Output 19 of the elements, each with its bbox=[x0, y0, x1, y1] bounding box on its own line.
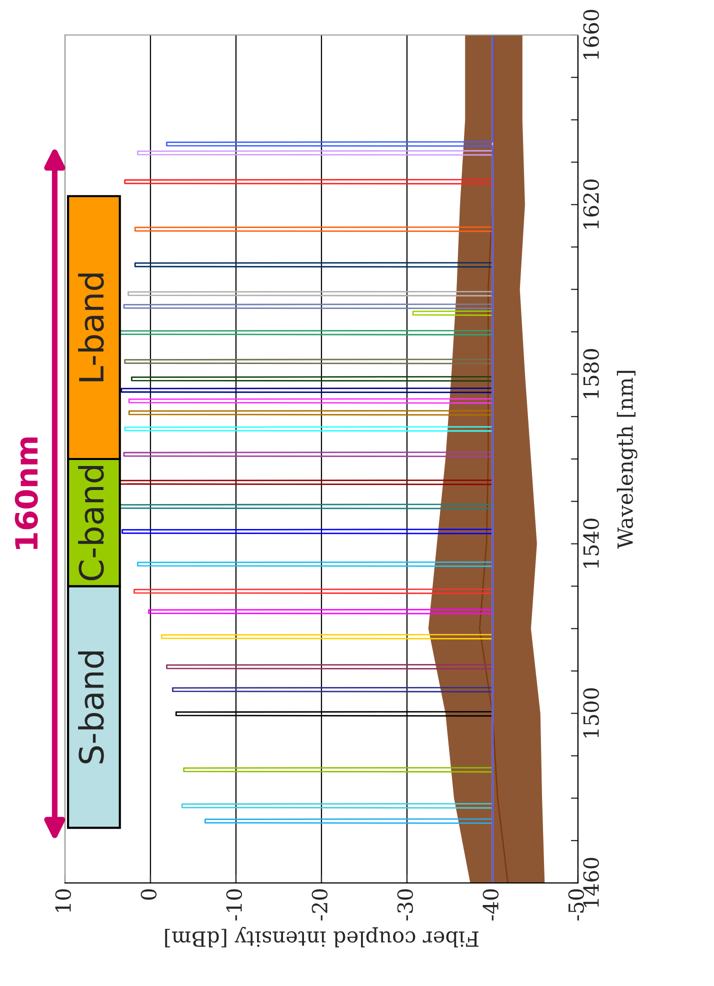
x-tick-label: -50 bbox=[568, 889, 584, 920]
y-tick-label: 1620 bbox=[583, 179, 599, 229]
band-label: S-band bbox=[78, 652, 104, 764]
x-tick-label: -20 bbox=[312, 889, 328, 920]
y-tick-label: 1540 bbox=[583, 518, 599, 568]
y-tick-label: 1660 bbox=[583, 10, 599, 59]
x-tick-label: -10 bbox=[226, 889, 242, 920]
x-axis-title: Fiber coupled intensity [dBm] bbox=[165, 926, 478, 948]
x-tick-label: -30 bbox=[397, 889, 414, 920]
y-tick-label: 1500 bbox=[583, 688, 599, 738]
x-tick-label: -40 bbox=[482, 889, 499, 920]
x-tick-label: 0 bbox=[140, 889, 157, 900]
x-tick-label: 10 bbox=[55, 889, 72, 912]
text: 160nm bbox=[14, 437, 38, 549]
y-tick-label: 1580 bbox=[583, 349, 599, 398]
band-label: L-band bbox=[78, 274, 104, 382]
y-tick-label: 1460 bbox=[583, 858, 599, 907]
y-axis-title: Wavelength [nm] bbox=[616, 370, 638, 549]
band-label: C-band bbox=[78, 466, 104, 580]
